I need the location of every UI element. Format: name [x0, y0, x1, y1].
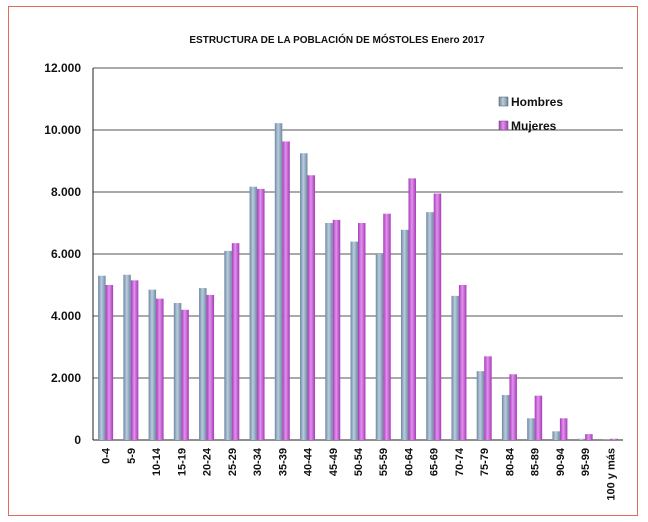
- x-tick-label: 65-69: [429, 448, 441, 476]
- y-tick-label: 10.000: [44, 123, 81, 137]
- chart-title: ESTRUCTURA DE LA POBLACIÓN DE MÓSTOLES E…: [189, 33, 485, 46]
- legend: Hombres Mujeres: [498, 95, 563, 133]
- x-tick-label: 50-54: [353, 447, 365, 476]
- y-axis: 0 2.000 4.000 6.000 8.000 10.000 12.000: [44, 61, 81, 447]
- x-axis: 0-4 5-9 10-14 15-19 20-24 25-29 30-34 35-39 40-4…: [101, 447, 618, 500]
- bar-hombres-0-4: [98, 275, 106, 440]
- bar-mujeres-30-34: [257, 188, 265, 440]
- bar-mujeres-95-99: [585, 434, 593, 440]
- bar-mujeres-70-74: [458, 285, 467, 440]
- bar-mujeres-50-54: [358, 223, 366, 440]
- bar-hombres-5-9: [123, 274, 131, 440]
- bars: [98, 123, 618, 441]
- x-tick-label: 30-34: [252, 447, 264, 476]
- x-tick-label: 60-64: [403, 447, 415, 476]
- bar-hombres-65-69: [426, 212, 434, 440]
- y-tick-label: 0: [74, 433, 81, 447]
- bar-mujeres-90-94: [559, 418, 568, 440]
- bar-hombres-25-29: [224, 250, 232, 440]
- population-chart: ESTRUCTURA DE LA POBLACIÓN DE MÓSTOLES E…: [44, 33, 623, 501]
- x-tick-label: 90-94: [555, 447, 567, 476]
- bar-mujeres-0-4: [105, 285, 114, 440]
- bar-hombres-70-74: [451, 295, 459, 440]
- x-tick-label: 5-9: [126, 448, 138, 464]
- x-tick-label: 75-79: [479, 448, 491, 476]
- bar-mujeres-75-79: [484, 356, 492, 440]
- legend-swatch-mujeres: [498, 120, 509, 131]
- bar-mujeres-65-69: [433, 193, 442, 440]
- bar-hombres-90-94: [552, 431, 560, 440]
- x-tick-label: 0-4: [101, 447, 113, 464]
- x-tick-label: 20-24: [202, 447, 214, 476]
- x-tick-label: 40-44: [303, 447, 315, 476]
- x-tick-label: 85-89: [530, 448, 542, 476]
- bar-hombres-35-39: [274, 123, 283, 441]
- x-tick-label: 25-29: [227, 448, 239, 476]
- bar-hombres-60-64: [400, 229, 409, 440]
- bar-hombres-10-14: [148, 289, 157, 440]
- bar-hombres-80-84: [501, 395, 510, 440]
- y-tick-label: 12.000: [44, 61, 81, 75]
- y-tick-label: 8.000: [51, 185, 81, 199]
- bar-hombres-40-44: [300, 153, 308, 440]
- bar-hombres-55-59: [375, 254, 384, 440]
- bar-mujeres-40-44: [307, 175, 316, 440]
- x-tick-label: 45-49: [328, 448, 340, 476]
- bar-mujeres-60-64: [408, 178, 416, 441]
- bar-mujeres-85-89: [534, 395, 543, 440]
- bar-mujeres-80-84: [509, 374, 517, 440]
- bar-mujeres-15-19: [181, 309, 189, 440]
- bar-hombres-30-34: [249, 186, 258, 440]
- x-tick-label: 100 y más: [605, 448, 617, 501]
- bar-mujeres-45-49: [332, 219, 341, 440]
- bar-mujeres-20-24: [206, 294, 215, 440]
- x-tick-label: 15-19: [176, 448, 188, 476]
- bar-hombres-95-99: [577, 438, 586, 440]
- bar-mujeres-25-29: [231, 243, 240, 440]
- chart-frame: ESTRUCTURA DE LA POBLACIÓN DE MÓSTOLES E…: [8, 6, 638, 516]
- y-tick-label: 6.000: [51, 247, 81, 261]
- bar-mujeres-35-39: [282, 141, 290, 440]
- bar-hombres-50-54: [350, 241, 358, 440]
- x-tick-label: 95-99: [580, 448, 592, 476]
- bar-hombres-75-79: [476, 371, 485, 440]
- bar-hombres-20-24: [199, 288, 207, 440]
- x-tick-label: 55-59: [378, 448, 390, 476]
- x-tick-label: 80-84: [504, 447, 516, 476]
- y-tick-label: 4.000: [51, 309, 81, 323]
- bar-mujeres-100-y-más: [610, 438, 618, 440]
- bar-mujeres-10-14: [156, 298, 164, 440]
- legend-swatch-hombres: [498, 96, 509, 107]
- x-tick-label: 10-14: [151, 447, 163, 476]
- bar-hombres-45-49: [325, 223, 333, 440]
- x-tick-label: 70-74: [454, 447, 466, 476]
- legend-label-mujeres: Mujeres: [511, 119, 557, 133]
- legend-label-hombres: Hombres: [511, 95, 563, 109]
- bar-hombres-85-89: [527, 418, 535, 440]
- bar-mujeres-5-9: [130, 280, 139, 440]
- bar-mujeres-55-59: [383, 213, 391, 440]
- x-tick-label: 35-39: [277, 448, 289, 476]
- bar-hombres-15-19: [173, 302, 182, 440]
- y-tick-label: 2.000: [51, 371, 81, 385]
